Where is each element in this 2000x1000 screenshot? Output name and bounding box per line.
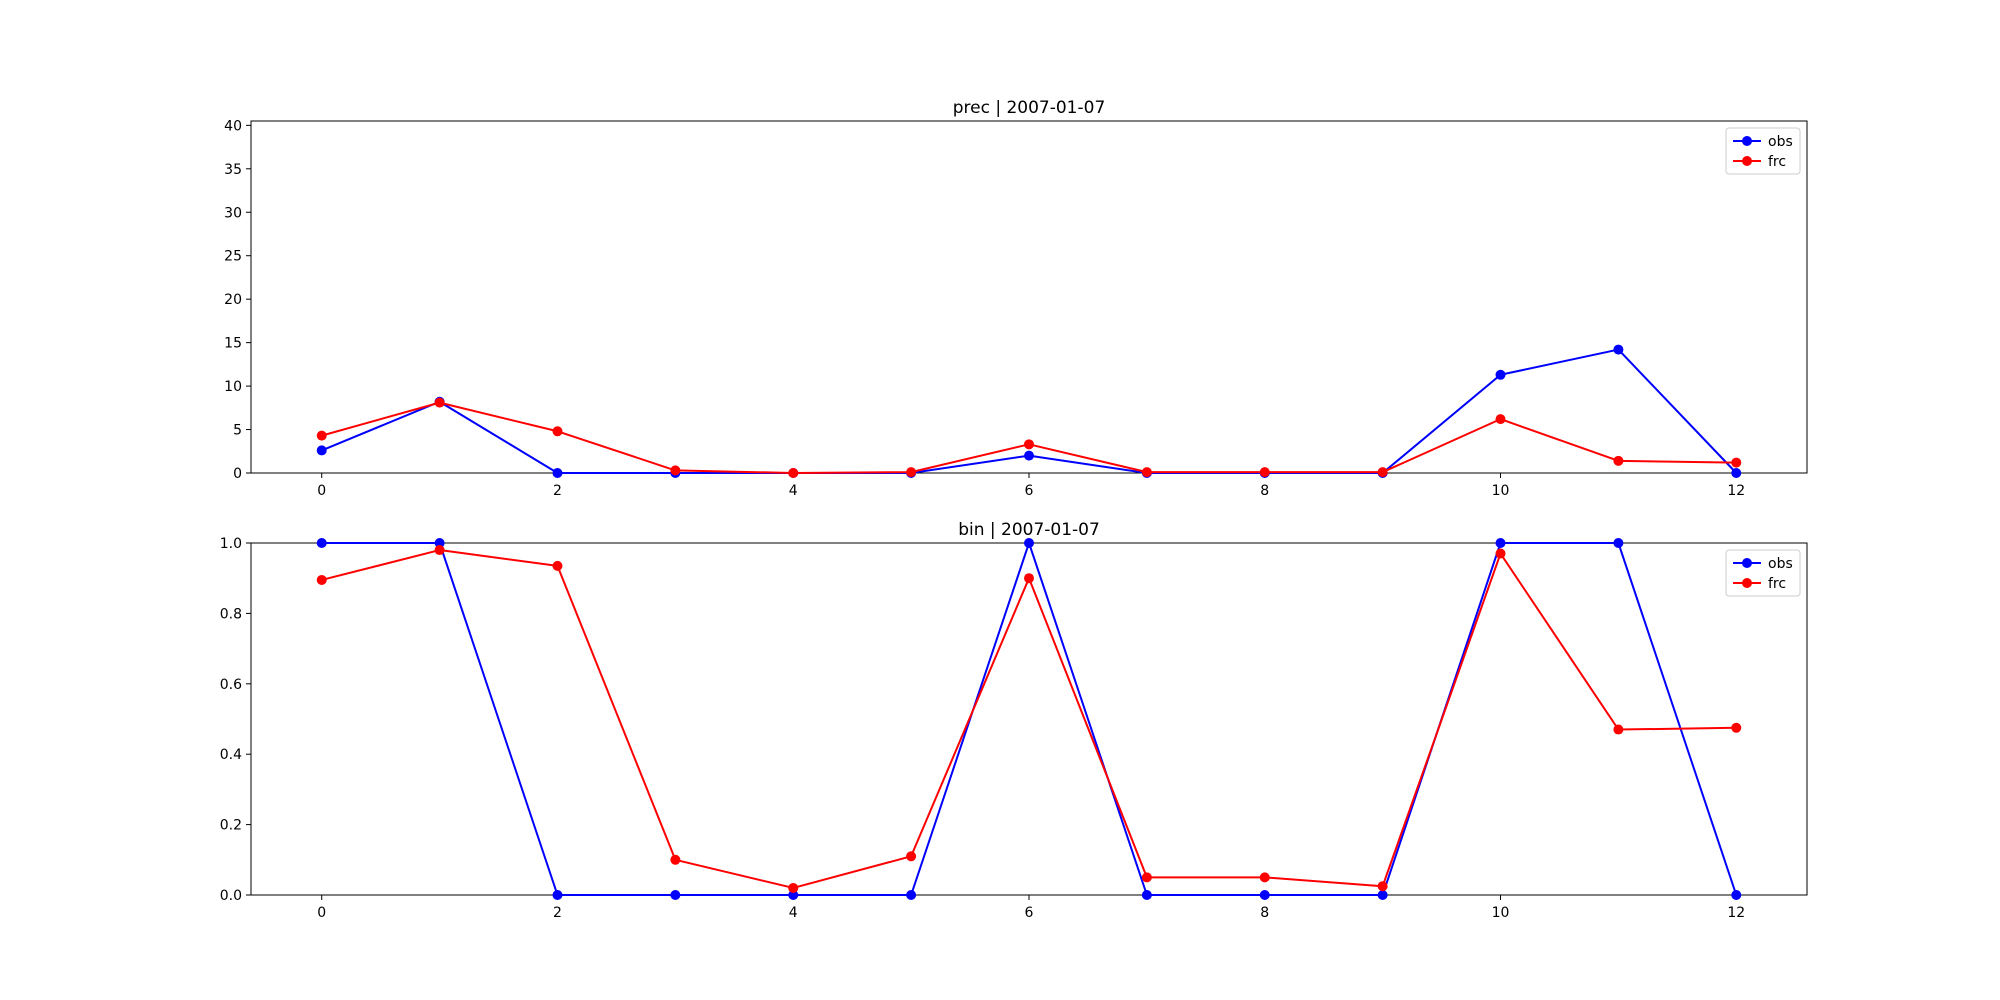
y-axis: 0.0 0.2 0.4 0.6 0.8 1.0 [220,536,251,904]
y-tick-label: 35 [224,162,242,178]
legend-label-obs: obs [1768,556,1793,572]
y-tick-label: 5 [233,423,242,439]
x-tick-label: 8 [1260,483,1269,499]
chart-bin: bin | 2007-01-07 0 2 4 6 8 10 12 0.00.20.40.60… [220,520,1808,921]
legend-label-frc: frc [1768,154,1786,170]
data-point-obs [1024,538,1034,548]
data-point-frc [434,545,445,556]
y-tick-label: 0.6 [220,677,242,693]
data-point-obs [1259,890,1270,900]
data-point-obs [1141,890,1152,900]
x-tick-label: 8 [1260,905,1269,921]
data-point-frc [788,468,799,478]
legend-label-obs: obs [1768,134,1793,150]
data-point-obs [1377,890,1388,900]
x-tick-label: 10 [1492,905,1510,921]
data-point-frc [1731,722,1742,733]
data-point-frc [1731,457,1742,468]
x-tick-label: 6 [1025,483,1034,499]
data-point-obs [1495,369,1506,380]
data-point-obs [1024,450,1034,461]
y-axis: 0 5 10 15 20 25 30 35 40 [224,118,251,482]
data-point-obs [316,445,327,456]
data-point-obs [434,538,445,548]
x-tick-label: 6 [1025,905,1034,921]
x-tick-label: 12 [1727,905,1745,921]
data-point-obs [552,468,563,478]
data-point-frc [1495,414,1506,425]
legend: obs frc [1725,549,1801,597]
y-tick-label: 0.8 [220,606,242,622]
y-tick-label: 0.4 [220,747,242,763]
y-tick-label: 0.2 [220,818,242,834]
legend-label-frc: frc [1768,576,1786,592]
legend-marker-frc [1742,578,1752,588]
data-point-obs [552,890,563,900]
data-point-obs [1613,344,1624,355]
y-tick-label: 25 [224,249,242,265]
y-tick-label: 20 [224,292,242,308]
data-point-frc [1377,467,1388,478]
legend-marker-frc [1742,156,1752,166]
y-tick-label: 1.0 [220,536,242,552]
x-tick-label: 0 [317,483,326,499]
data-point-frc [906,851,917,862]
data-point-frc [316,430,327,441]
data-point-frc [1495,548,1506,559]
data-point-frc [788,882,799,893]
data-point-frc [1613,455,1624,466]
data-point-frc [552,426,563,437]
data-point-obs [316,538,327,548]
x-tick-label: 2 [553,483,562,499]
data-point-obs [1731,890,1742,900]
x-tick-label: 2 [553,905,562,921]
data-point-frc [670,465,681,476]
data-point-frc [1377,881,1388,892]
y-tick-label: 30 [224,205,242,221]
x-tick-label: 10 [1492,483,1510,499]
x-tick-label: 4 [789,483,798,499]
data-point-frc [1259,872,1270,883]
x-tick-label: 12 [1727,483,1745,499]
data-point-frc [670,854,681,865]
data-point-frc [434,397,445,408]
data-point-obs [788,890,799,900]
data-point-frc [1024,573,1034,584]
legend: obs frc [1725,127,1801,175]
x-axis: 0 2 4 6 8 10 12 [317,895,1745,921]
data-point-obs [1613,538,1624,548]
y-tick-label: 15 [224,336,242,352]
series-group [316,344,1742,478]
data-point-obs [670,890,681,900]
x-tick-label: 0 [317,905,326,921]
data-point-obs [906,890,917,900]
data-point-frc [906,467,917,478]
chart-title: bin | 2007-01-07 [958,520,1100,540]
chart-title: prec | 2007-01-07 [953,98,1106,118]
data-point-frc [1024,439,1034,450]
data-point-frc [552,560,563,571]
data-point-obs [1495,538,1506,548]
data-point-frc [1259,467,1270,478]
y-tick-label: 0.0 [220,888,242,904]
data-point-frc [1613,724,1624,735]
data-point-frc [316,574,327,585]
legend-marker-obs [1742,558,1752,568]
data-point-frc [1141,872,1152,883]
data-point-obs [1731,468,1742,478]
legend-marker-obs [1742,136,1752,146]
series-group [316,538,1742,900]
x-tick-label: 4 [789,905,798,921]
chart-prec: prec | 2007-01-07 0 2 4 6 8 10 12 0 5 10 15 20 25 30… [224,98,1808,499]
data-point-frc [1141,467,1152,478]
y-tick-label: 0 [233,466,242,482]
y-tick-label: 40 [224,118,242,134]
y-tick-label: 10 [224,379,242,395]
